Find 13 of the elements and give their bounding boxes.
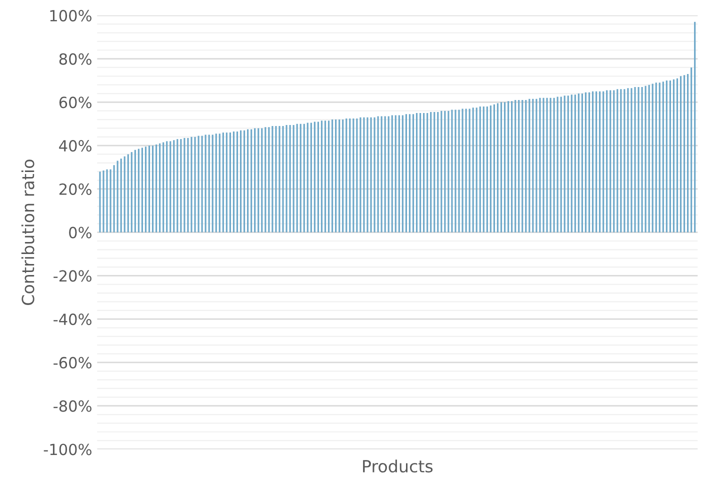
y-tick-label: -20%: [54, 270, 92, 282]
y-tick-label: 60%: [59, 96, 92, 108]
y-tick-label: -40%: [54, 314, 92, 326]
x-axis-title: Products: [363, 460, 433, 473]
y-tick-label: -60%: [54, 356, 92, 368]
y-tick-label: 20%: [59, 183, 92, 195]
y-tick-label: -80%: [54, 400, 92, 412]
y-tick-label: 0%: [69, 226, 92, 238]
y-tick-label: 40%: [59, 140, 92, 152]
y-tick-label: 80%: [59, 53, 92, 65]
y-axis-title: Contribution ratio: [21, 160, 34, 305]
y-tick-label: -100%: [44, 444, 92, 456]
y-tick-label: 100%: [50, 10, 92, 22]
